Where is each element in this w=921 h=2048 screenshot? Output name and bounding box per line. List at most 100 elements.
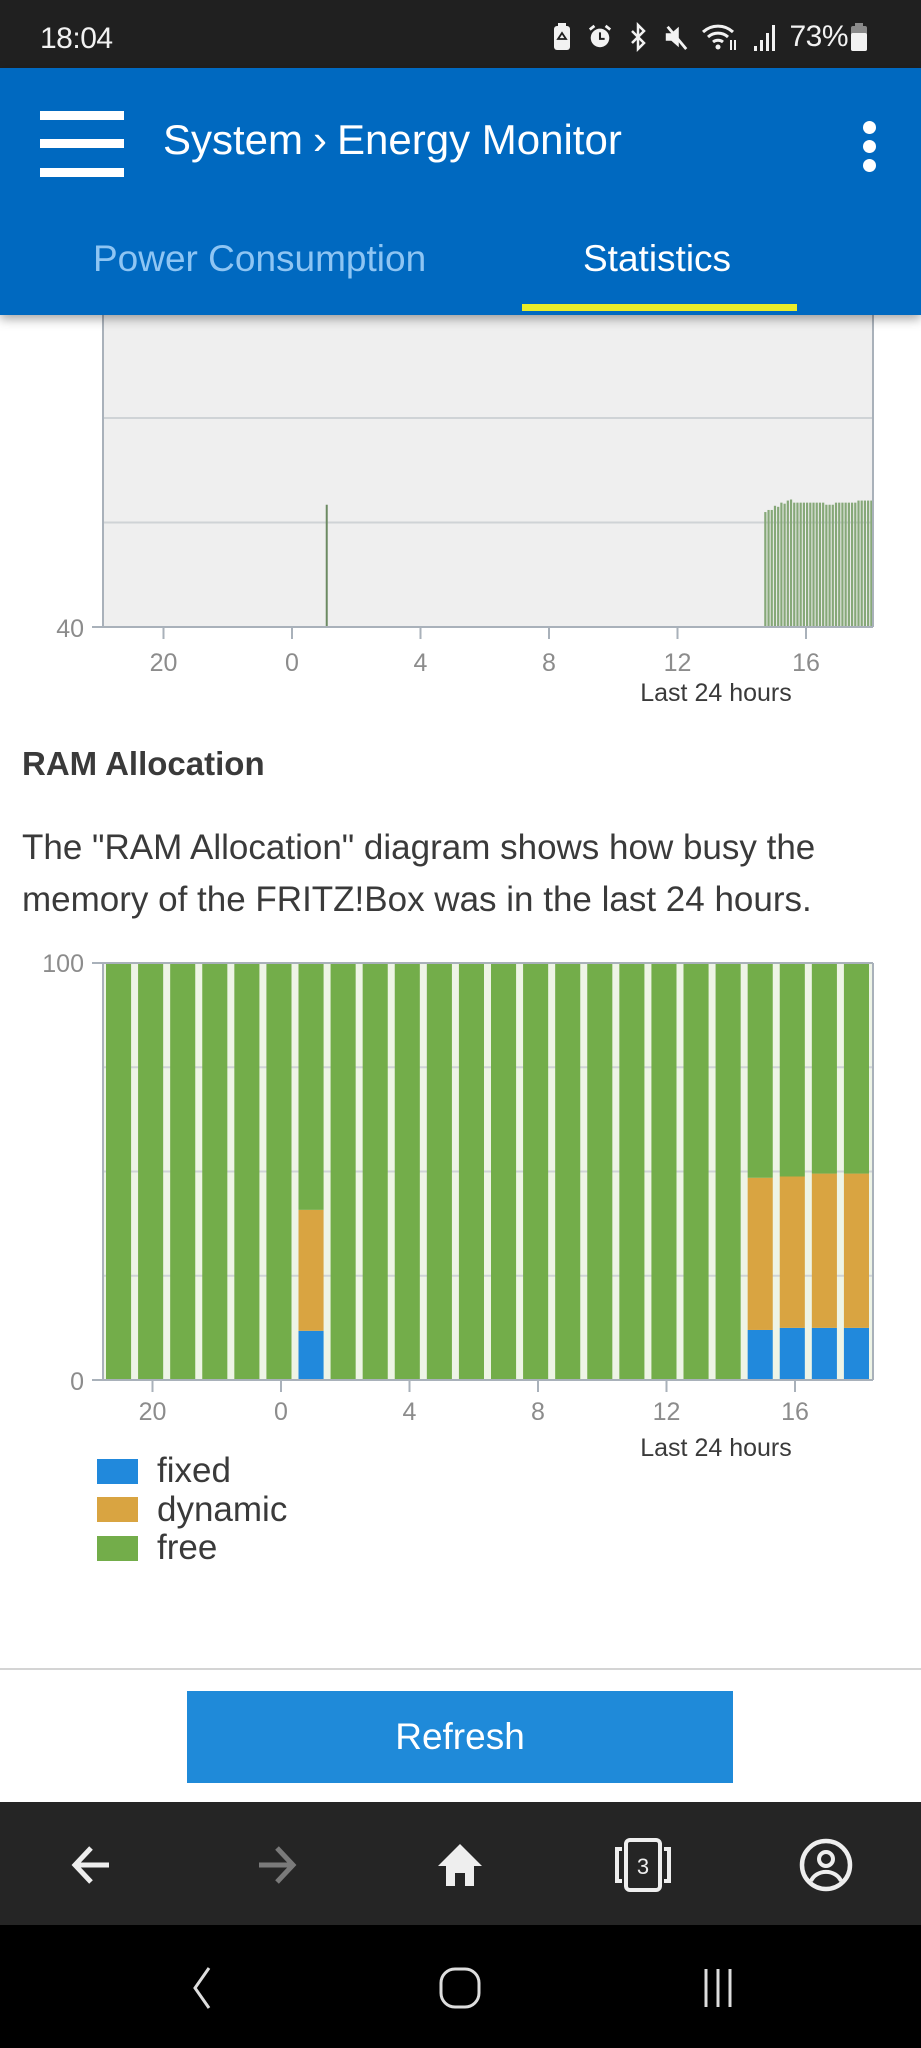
system-recents-icon (704, 1969, 732, 2007)
usage-chart-bar (764, 512, 767, 627)
usage-chart-bar (815, 502, 818, 627)
ram-bar-fixed (779, 1327, 805, 1380)
system-home-icon (439, 1967, 481, 2009)
usage-chart-x-tick-label: 20 (150, 649, 178, 677)
legend-swatch-free (97, 1535, 138, 1561)
legend-swatch-dynamic (97, 1497, 138, 1523)
ram-bar-dynamic (811, 1173, 837, 1328)
legend-item-fixed: fixed (97, 1451, 287, 1491)
status-time: 18:04 (40, 22, 113, 55)
usage-chart-bar (828, 504, 831, 627)
kebab-menu-icon-dot (863, 159, 876, 172)
usage-chart-x-axis-label: Last 24 hours (640, 679, 792, 707)
home-icon (438, 1844, 482, 1886)
kebab-menu-icon (863, 121, 876, 134)
ram-chart-y-tick-label: 0 (70, 1368, 84, 1396)
menu-button[interactable] (40, 111, 124, 177)
ram-bar-free (715, 963, 741, 1380)
usage-chart-bar (831, 504, 834, 627)
back-button[interactable] (64, 1837, 120, 1893)
alarm-icon (589, 24, 612, 48)
home-button[interactable] (432, 1837, 488, 1893)
ram-chart-x-tick-label: 12 (653, 1398, 681, 1426)
ram-chart-x-tick-label: 0 (274, 1398, 288, 1426)
usage-chart-x-tick-label: 8 (542, 649, 556, 677)
usage-chart-bar (847, 502, 850, 627)
usage-chart-bar (812, 502, 815, 627)
legend-item-free: free (97, 1528, 287, 1568)
usage-chart-bar (822, 502, 825, 627)
ram-chart-x-tick-label: 20 (139, 1398, 167, 1426)
usage-chart-bar (773, 505, 777, 627)
ram-allocation-description: The "RAM Allocation" diagram shows how b… (22, 828, 816, 919)
system-recents-button[interactable] (688, 1963, 748, 2013)
usage-chart-bar (796, 502, 799, 627)
ram-chart-x-axis-label: Last 24 hours (640, 1434, 792, 1460)
account-button[interactable] (798, 1837, 854, 1893)
ram-chart-axes: 100 0 20 0 4 8 12 16 (42, 950, 874, 1426)
usage-chart-y-tick-label: 40 (56, 615, 84, 643)
tab-statistics[interactable]: Statistics (583, 238, 732, 279)
breadcrumb: System › Energy Monitor (163, 116, 622, 164)
usage-chart-bar (780, 502, 783, 627)
ram-chart-plot-area (103, 963, 873, 1380)
status-bar: 18:04 73% (0, 0, 921, 68)
usage-chart-bar (838, 502, 841, 627)
usage-chart-bar (857, 500, 860, 627)
ram-bar-free (106, 963, 132, 1380)
usage-chart-bar (767, 509, 770, 627)
system-navigation-bar (0, 1925, 921, 2048)
ram-bar-free (234, 963, 260, 1380)
ram-bar-free (491, 963, 517, 1380)
ram-bar-free (202, 963, 228, 1380)
system-back-button[interactable] (172, 1963, 232, 2013)
usage-chart: 40 20 0 4 8 12 16 Last 24 hours (56, 315, 874, 707)
tabs-button[interactable]: 3 (613, 1837, 673, 1893)
more-options-button[interactable] (858, 121, 882, 173)
divider (0, 1668, 921, 1670)
system-home-button[interactable] (430, 1963, 490, 2013)
usage-chart-x-tick-label: 12 (664, 649, 692, 677)
wifi-icon (702, 24, 737, 50)
usage-chart-bar (818, 502, 822, 627)
ram-bar-free (587, 963, 613, 1380)
ram-bar-free (523, 963, 549, 1380)
usage-chart-bar (783, 503, 786, 627)
ram-bar-free (298, 963, 324, 1210)
usage-chart-bar (850, 502, 854, 627)
usage-chart-bar (809, 502, 812, 627)
hamburger-menu-icon (40, 111, 124, 120)
usage-chart-bar (870, 500, 873, 627)
ram-bar-free (811, 963, 837, 1174)
ram-bar-fixed (843, 1327, 869, 1380)
usage-chart-bar (867, 500, 870, 627)
ram-bar-free (555, 963, 581, 1380)
breadcrumb-separator-icon: › (313, 116, 328, 163)
breadcrumb-parent[interactable]: System (163, 116, 304, 163)
usage-chart-bar (325, 504, 328, 627)
battery-icon (851, 23, 867, 51)
legend-label: free (157, 1528, 218, 1568)
usage-chart-x-tick-label: 16 (792, 649, 820, 677)
ram-chart-y-tick-label: 100 (42, 950, 84, 978)
refresh-button[interactable]: Refresh (187, 1691, 733, 1783)
legend-label: dynamic (157, 1489, 288, 1529)
usage-chart-x-tick-label: 0 (285, 649, 299, 677)
usage-chart-bar (786, 500, 789, 627)
tab-power-consumption[interactable]: Power Consumption (93, 238, 427, 279)
usage-chart-bar (854, 502, 857, 627)
usage-chart-bar (844, 502, 847, 627)
usage-chart-bar (863, 500, 867, 627)
ram-chart-legend: fixed dynamic free (97, 1451, 288, 1568)
ram-bar-free (843, 963, 869, 1174)
battery-percent: 73% (789, 20, 848, 53)
account-icon (799, 1838, 853, 1892)
legend-label: fixed (157, 1451, 231, 1491)
ram-bar-free (362, 963, 388, 1380)
ram-bar-dynamic (747, 1177, 773, 1330)
forward-button[interactable] (248, 1837, 304, 1893)
legend-swatch-fixed (97, 1458, 138, 1484)
tabs-icon: 3 (615, 1838, 671, 1892)
hamburger-menu-icon-bar (40, 168, 124, 177)
usage-chart-plot-area (103, 315, 873, 627)
